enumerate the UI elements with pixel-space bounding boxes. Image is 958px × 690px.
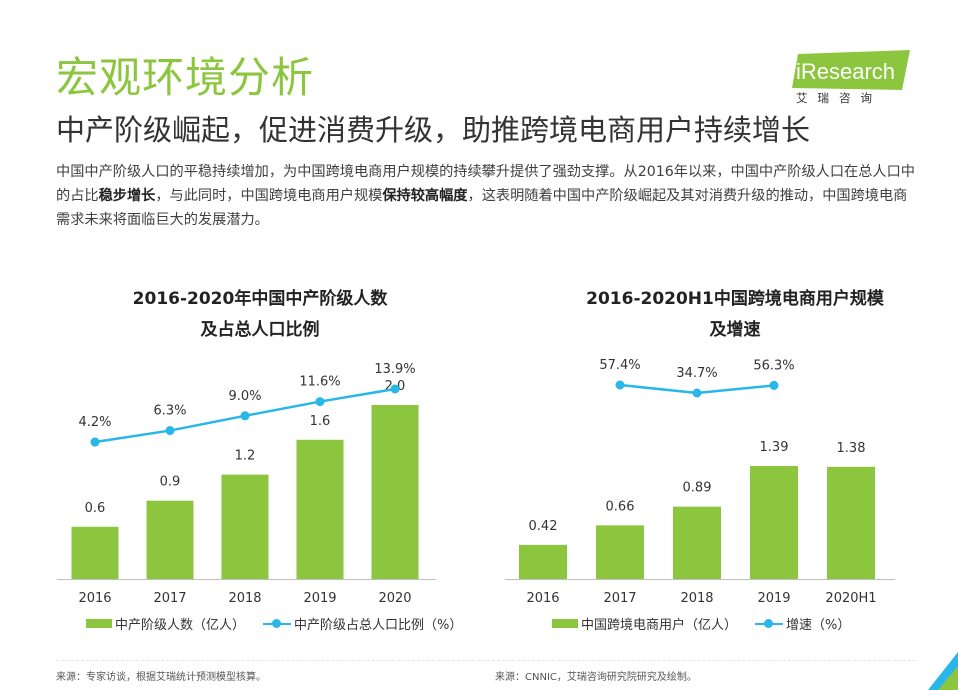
legend-bar-swatch — [552, 619, 578, 628]
legend-bar-swatch — [86, 619, 112, 628]
chart-title-line-1: 2016-2020H1中国跨境电商用户规模 — [586, 289, 884, 309]
legend-line-label: 中产阶级占总人口比例（%） — [294, 618, 463, 633]
chart-title-middle-class: 2016-2020年中国中产阶级人数 及占总人口比例 — [60, 284, 460, 346]
intro-paragraph: 中国中产阶级人口的平稳持续增加，为中国跨境电商用户规模的持续攀升提供了强劲支撑。… — [56, 160, 916, 232]
bar-value-label: 1.6 — [310, 414, 331, 429]
bar-value-label: 0.42 — [529, 519, 558, 534]
chart-title-line-2: 及占总人口比例 — [200, 320, 320, 340]
line-point — [615, 380, 625, 390]
source-note-right: 来源：CNNIC，艾瑞咨询研究院研究及绘制。 — [495, 672, 697, 683]
bar-2017 — [596, 525, 644, 579]
bar-value-label: 1.38 — [837, 441, 866, 456]
logo-brand-text: iResearch — [796, 59, 896, 84]
line-value-label: 56.3% — [753, 358, 794, 373]
legend-bar-label: 中产阶级人数（亿人） — [115, 618, 246, 633]
bar-2020H1 — [827, 466, 875, 579]
iresearch-logo: iResearch — [792, 50, 912, 105]
line-point — [315, 397, 325, 407]
x-tick-label: 2017 — [153, 591, 186, 606]
bar-2019 — [296, 439, 344, 579]
intro-bold-2: 保持较高幅度 — [382, 188, 468, 204]
bar-2018 — [221, 474, 269, 579]
bar-2016 — [71, 526, 119, 579]
line-value-label: 34.7% — [676, 366, 717, 381]
x-tick-label: 2020 — [378, 591, 411, 606]
bar-value-label: 1.39 — [760, 440, 789, 455]
legend-middle-class: 中产阶级人数（亿人） 中产阶级占总人口比例（%） — [86, 614, 462, 633]
line-value-label: 6.3% — [153, 404, 186, 419]
x-tick-label: 2018 — [680, 591, 713, 606]
x-tick-label: 2018 — [228, 591, 261, 606]
line-value-label: 4.2% — [78, 415, 111, 430]
line-point — [692, 388, 702, 398]
legend-cross-border: 中国跨境电商用户（亿人） 增速（%） — [552, 614, 850, 633]
x-tick-label: 2019 — [303, 591, 336, 606]
legend-line-swatch — [263, 619, 292, 628]
bar-2018 — [673, 506, 721, 579]
intro-bold-1: 稳步增长 — [98, 188, 156, 204]
intro-text-2: ，与此同时，中国跨境电商用户规模 — [155, 188, 383, 204]
x-tick-label: 2016 — [78, 591, 111, 606]
chart-title-line-2: 及增速 — [709, 320, 761, 340]
line-value-label: 11.6% — [299, 375, 340, 390]
line-point — [90, 437, 100, 447]
chart-title-line-1: 2016-2020年中国中产阶级人数 — [132, 289, 388, 309]
logo-shape-icon — [792, 50, 910, 90]
bar-value-label: 0.89 — [683, 481, 712, 496]
line-value-label: 9.0% — [228, 389, 261, 404]
line-point — [390, 384, 400, 394]
x-tick-label: 2019 — [757, 591, 790, 606]
intro-text-3: ，这表明随着中国中产阶级崛起及其对消费升级的推动，中国跨境电商需求未来将面临巨大… — [56, 188, 908, 228]
line-point — [165, 426, 175, 436]
corner-triangle-icon — [928, 652, 958, 690]
logo-subtext: 艾瑞咨询 — [796, 91, 882, 105]
line-point — [240, 411, 250, 421]
x-tick-label: 2016 — [526, 591, 559, 606]
x-tick-label: 2017 — [603, 591, 636, 606]
line-value-label: 13.9% — [374, 362, 415, 377]
legend-line-label: 增速（%） — [786, 618, 851, 633]
bar-2019 — [750, 466, 798, 579]
line-value-label: 57.4% — [599, 358, 640, 373]
intro-text-1: 中国中产阶级人口的平稳持续增加，为中国跨境电商用户规模的持续攀升提供了强劲支撑。… — [56, 164, 915, 204]
bar-2017 — [146, 500, 194, 579]
bar-value-label: 0.66 — [606, 499, 635, 514]
chart-title-cross-border-users: 2016-2020H1中国跨境电商用户规模 及增速 — [510, 284, 958, 346]
footer-divider — [56, 660, 916, 661]
page-subtitle: 中产阶级崛起，促进消费升级，助推跨境电商用户持续增长 — [56, 113, 811, 147]
x-tick-label: 2020H1 — [825, 591, 876, 606]
source-note-left: 来源：专家访谈，根据艾瑞统计预测模型核算。 — [56, 672, 266, 683]
line-point — [769, 380, 779, 390]
legend-line-swatch — [755, 619, 784, 628]
bar-value-label: 0.6 — [85, 501, 106, 516]
page-title: 宏观环境分析 — [56, 53, 315, 102]
bar-2020 — [371, 405, 419, 579]
bar-value-label: 0.9 — [160, 475, 181, 490]
legend-bar-label: 中国跨境电商用户（亿人） — [581, 618, 738, 633]
bar-2016 — [519, 544, 567, 579]
bar-value-label: 1.2 — [235, 449, 256, 464]
